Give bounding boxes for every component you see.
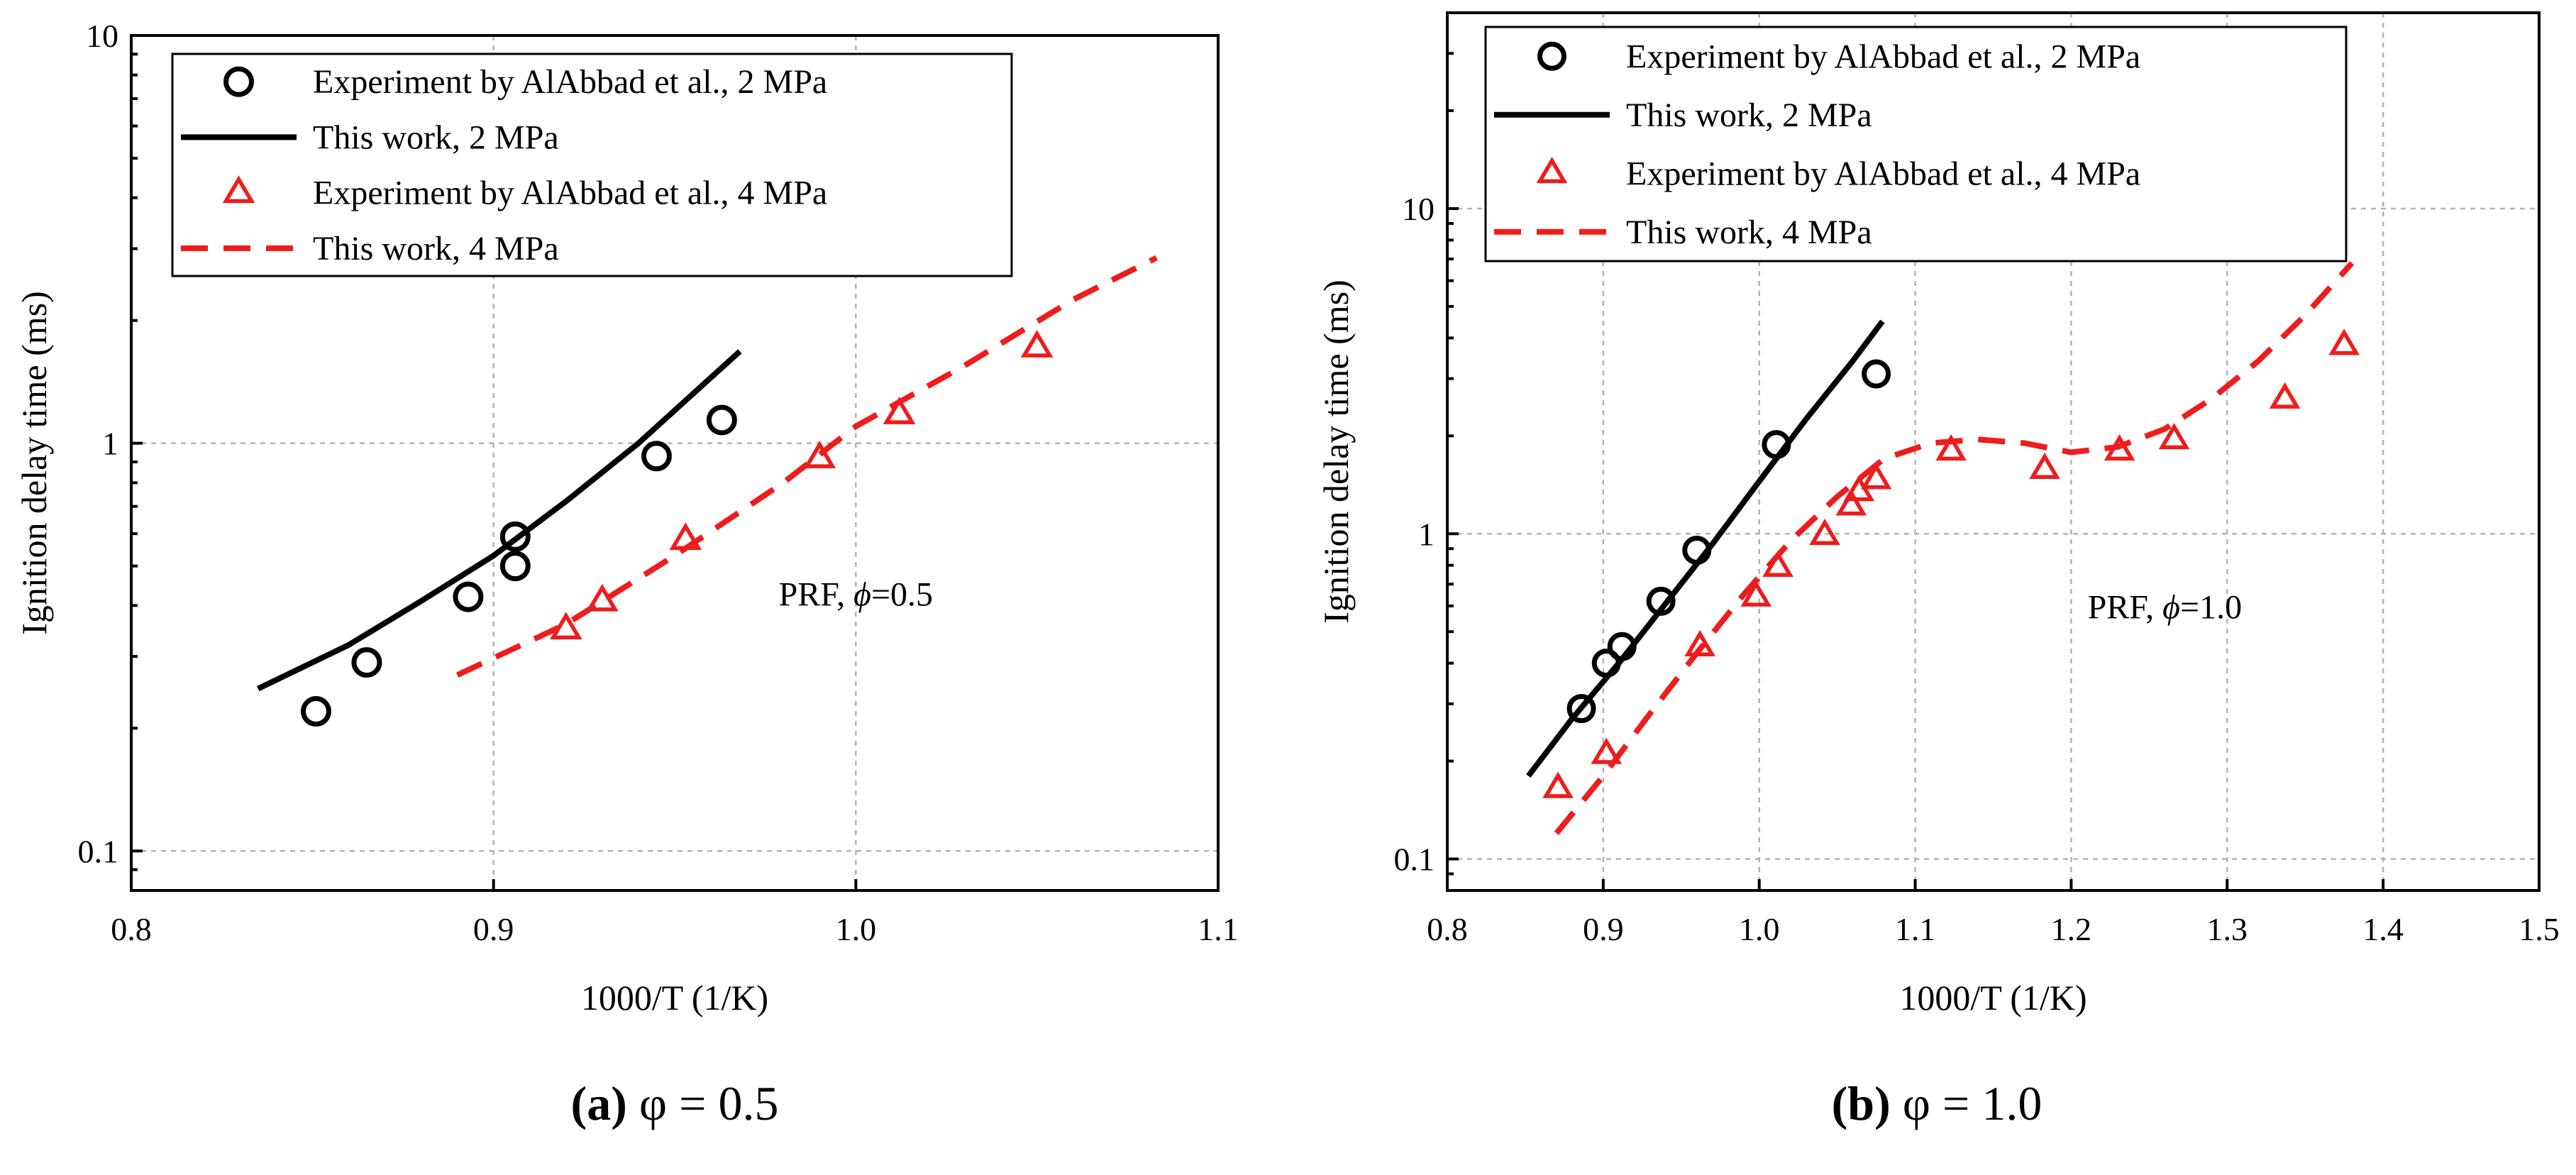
- series-line-dashed: [1554, 261, 2355, 835]
- y-tick-label: 10: [1402, 191, 1435, 227]
- data-point-circle: [1646, 586, 1676, 616]
- data-point-circle: [1862, 359, 1891, 389]
- x-tick-label: 1.0: [836, 911, 877, 947]
- data-point-triangle: [883, 397, 916, 424]
- x-tick-label: 1.0: [1739, 911, 1780, 947]
- annotation-prefix: PRF,: [779, 575, 854, 613]
- annotation: PRF, ϕ=0.5: [779, 575, 933, 613]
- y-tick-label: 0.1: [78, 833, 119, 869]
- annotation-value: =1.0: [2180, 588, 2242, 626]
- data-point-circle: [499, 521, 531, 552]
- y-axis-title: Ignition delay time (ms): [14, 291, 54, 635]
- panel-caption: (b) φ = 1.0: [1832, 1076, 2042, 1130]
- data-point-circle: [1762, 430, 1791, 460]
- data-point-triangle: [1591, 737, 1623, 764]
- data-point-triangle: [669, 522, 702, 551]
- plot-area: [1526, 261, 2360, 835]
- legend-label: This work, 2 MPa: [313, 118, 559, 156]
- annotation-value: =0.5: [871, 575, 933, 613]
- x-tick-label: 0.9: [1583, 911, 1624, 947]
- legend-box: [171, 53, 1013, 277]
- legend-label: Experiment by AlAbbad et al., 2 MPa: [313, 63, 827, 101]
- y-tick-label: 1: [102, 426, 118, 462]
- annotation: PRF, ϕ=1.0: [2088, 588, 2242, 626]
- legend-label: This work, 2 MPa: [1626, 96, 1872, 134]
- data-point-triangle: [1860, 463, 1892, 490]
- x-tick-label: 1.2: [2051, 911, 2092, 947]
- x-tick-label: 1.3: [2207, 911, 2248, 947]
- legend-label: Experiment by AlAbbad et al., 2 MPa: [1626, 38, 2140, 75]
- data-point-triangle: [1935, 434, 1967, 461]
- legend-label: Experiment by AlAbbad et al., 4 MPa: [1626, 155, 2140, 192]
- x-tick-label: 1.1: [1198, 911, 1239, 947]
- data-point-circle: [1682, 535, 1712, 565]
- legend-symbol-triangle: [222, 175, 255, 204]
- data-point-triangle: [1809, 518, 1840, 546]
- legend-label: Experiment by AlAbbad et al., 4 MPa: [313, 175, 827, 212]
- y-tick-label: 0.1: [1394, 842, 1435, 878]
- panel-caption: (a) φ = 0.5: [571, 1076, 779, 1130]
- annotation-symbol: ϕ: [2162, 588, 2180, 626]
- data-point-triangle: [2328, 329, 2360, 355]
- data-point-circle: [706, 404, 737, 436]
- data-point-triangle: [586, 583, 619, 612]
- y-tick-label: 10: [86, 18, 118, 54]
- series-line-dashed: [455, 255, 1158, 678]
- data-point-circle: [641, 441, 672, 472]
- plot-area: [256, 255, 1158, 727]
- data-point-triangle: [2158, 423, 2190, 450]
- legend-label: This work, 4 MPa: [313, 230, 559, 267]
- data-point-triangle: [2269, 382, 2301, 409]
- annotation-prefix: PRF,: [2088, 588, 2163, 626]
- legend: Experiment by AlAbbad et al., 2 MPa This …: [171, 53, 1013, 277]
- data-point-triangle: [1020, 329, 1054, 358]
- legend-symbol-circle: [1537, 41, 1566, 71]
- data-point-circle: [1566, 694, 1596, 724]
- series-line-solid: [256, 349, 742, 692]
- legend-box: [1484, 26, 2348, 263]
- data-point-circle: [351, 647, 382, 678]
- chart-panel-b: 0.8 0.9 1.0 1.1 1.2 1.3 1.4 1.5 0.1 1 10 1000/T (1/…: [1316, 11, 2560, 1130]
- data-point-circle: [499, 551, 531, 582]
- legend-symbol-triangle: [1536, 156, 1568, 184]
- data-point-triangle: [2104, 434, 2135, 461]
- legend-symbol-circle: [223, 66, 254, 97]
- x-tick-label: 1.4: [2362, 911, 2404, 947]
- y-tick-label: 1: [1418, 516, 1435, 552]
- data-point-triangle: [1835, 489, 1867, 516]
- data-point-triangle: [1740, 580, 1772, 607]
- data-point-triangle: [2029, 452, 2060, 480]
- chart-panel-a: 0.8 0.9 1.0 1.1 0.1 1 10 1000/T (1/K) Ignition d…: [14, 18, 1239, 1130]
- data-point-triangle: [1762, 550, 1793, 577]
- caption-letter: (a): [571, 1076, 627, 1130]
- x-tick-label: 0.8: [111, 911, 152, 947]
- annotation-symbol: ϕ: [853, 575, 871, 613]
- x-tick-label: 1.1: [1895, 911, 1936, 947]
- data-point-circle: [300, 696, 331, 727]
- legend: Experiment by AlAbbad et al., 2 MPa This …: [1484, 26, 2348, 263]
- caption-letter: (b): [1832, 1076, 1891, 1130]
- caption-text: φ = 0.5: [627, 1076, 779, 1130]
- x-tick-label: 0.9: [473, 911, 514, 947]
- data-point-circle: [1607, 631, 1637, 661]
- data-point-triangle: [803, 441, 836, 468]
- series-line-solid: [1526, 319, 1885, 778]
- data-point-circle: [453, 581, 484, 612]
- data-point-circle: [1591, 649, 1621, 678]
- x-axis-title: 1000/T (1/K): [581, 978, 768, 1017]
- y-axis-title: Ignition delay time (ms): [1316, 280, 1356, 624]
- caption-text: φ = 1.0: [1891, 1076, 2042, 1130]
- data-point-triangle: [549, 612, 582, 640]
- data-point-triangle: [1542, 771, 1574, 798]
- legend-label: This work, 4 MPa: [1626, 214, 1872, 251]
- plot-frame: [1446, 11, 2541, 892]
- x-tick-label: 0.8: [1427, 911, 1468, 947]
- data-point-triangle: [1684, 629, 1715, 657]
- x-axis-title: 1000/T (1/K): [1899, 978, 2086, 1017]
- x-tick-label: 1.5: [2519, 911, 2560, 947]
